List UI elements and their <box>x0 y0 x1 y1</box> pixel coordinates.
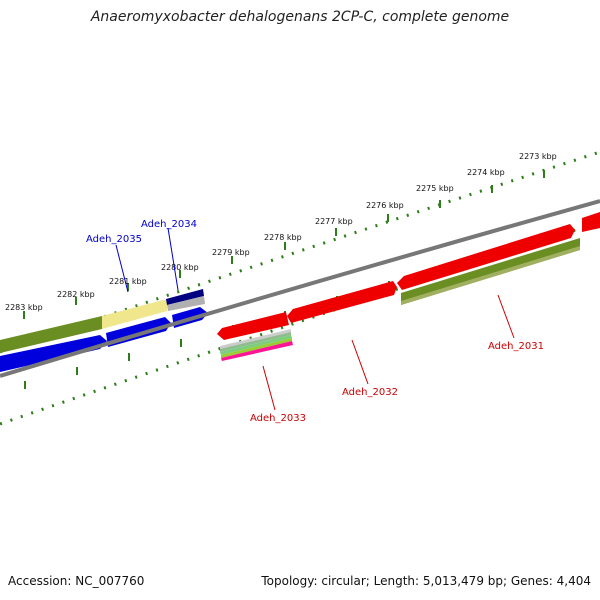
scale-tick-label: 2277 kbp <box>315 217 353 226</box>
backbone-line <box>0 199 600 378</box>
cds-adeh-2035-arrow <box>0 335 107 372</box>
genome-backbone <box>0 199 600 378</box>
scale-tick-label: 2283 kbp <box>5 303 43 312</box>
leader-adeh-2032 <box>351 339 369 385</box>
reverse-cds-track <box>217 212 600 340</box>
scale-tick-label: 2276 kbp <box>366 201 404 210</box>
gene-label-adeh-2031: Adeh_2031 <box>488 341 544 352</box>
olive-feature-track <box>0 238 580 353</box>
inner-scale-track <box>0 220 600 426</box>
gene-label-adeh-2032: Adeh_2032 <box>342 387 398 398</box>
map-title: Anaeromyxobacter dehalogenans 2CP-C, com… <box>90 9 510 25</box>
yellow-feature-block <box>102 299 167 329</box>
stack-band <box>221 341 293 361</box>
stack-band <box>220 332 291 352</box>
scale-tick-label: 2280 kbp <box>161 263 199 272</box>
scale-tick-label: 2275 kbp <box>416 184 454 193</box>
stack-band <box>220 329 291 349</box>
scale-tick-label: 2278 kbp <box>264 233 302 242</box>
grey-feature-block <box>167 296 205 311</box>
scale-tick-label: 2282 kbp <box>57 290 95 299</box>
stack-band <box>221 338 292 358</box>
navy-feature-block <box>166 289 204 305</box>
gene-label-adeh-2033: Adeh_2033 <box>250 413 306 424</box>
stack-band <box>220 335 292 355</box>
leader-adeh-2035 <box>115 244 129 293</box>
gene-label-adeh-2034: Adeh_2034 <box>141 219 197 230</box>
scale-tick-label: 2273 kbp <box>519 152 557 161</box>
olive-feature-block <box>0 316 102 353</box>
scale-tick-label: 2281 kbp <box>109 277 147 286</box>
olive-feature-shade <box>401 246 580 305</box>
scale-ticks-outer <box>23 170 545 319</box>
feature-stack-adeh-2033 <box>220 329 293 361</box>
inner-scale-dots <box>0 220 600 426</box>
cds-arrow <box>582 212 600 232</box>
scale-tick-label: 2279 kbp <box>212 248 250 257</box>
accession-text: Accession: NC_007760 <box>8 574 145 588</box>
cds-adeh-2033-arrow <box>217 312 289 340</box>
cds-adeh-2031-arrow <box>397 224 575 290</box>
scale-tick-label: 2274 kbp <box>467 168 505 177</box>
leader-adeh-2031 <box>497 294 515 339</box>
cds-adeh-2032-arrow <box>287 281 397 323</box>
genome-summary-text: Topology: circular; Length: 5,013,479 bp… <box>261 574 591 588</box>
leader-adeh-2034 <box>167 227 179 291</box>
leader-adeh-2033 <box>262 365 276 411</box>
gene-label-adeh-2035: Adeh_2035 <box>86 234 142 245</box>
